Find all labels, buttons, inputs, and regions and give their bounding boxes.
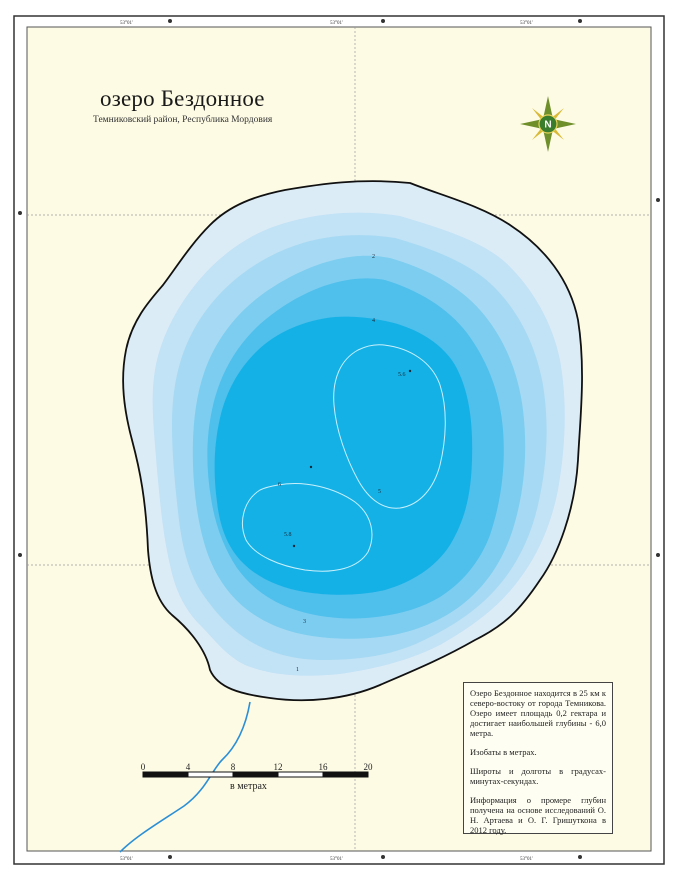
compass-rose-icon: N: [520, 96, 576, 152]
svg-text:53°01': 53°01': [330, 21, 343, 26]
svg-text:53°01': 53°01': [330, 857, 343, 862]
info-paragraph: Информация о промере глубин получена на …: [470, 795, 606, 835]
svg-text:53°01': 53°01': [120, 857, 133, 862]
scale-bar: 0 4 8 12 16 20: [141, 762, 374, 778]
depth-labels: 1 2 3 4 5 6 5.6 5.8: [278, 254, 406, 673]
info-box: Озеро Бездонное находится в 25 км к севе…: [463, 682, 613, 835]
depth-label: 5.6: [398, 372, 406, 378]
map-title: озеро Бездонное: [100, 86, 265, 111]
scale-tick-label: 4: [186, 762, 191, 772]
info-paragraph: Широты и долготы в градусах-минутах-секу…: [470, 766, 606, 786]
info-paragraph: Изобаты в метрах.: [470, 747, 537, 757]
depth-label: 5.8: [284, 532, 292, 538]
scale-tick-label: 16: [319, 762, 329, 772]
scale-tick-label: 12: [274, 762, 283, 772]
depth-label: 6: [278, 482, 281, 488]
depth-label: 4: [372, 318, 375, 324]
depth-label: 1: [296, 667, 299, 673]
svg-text:53°01': 53°01': [520, 21, 533, 26]
scale-tick-label: 0: [141, 762, 146, 772]
depth-label: 2: [372, 254, 375, 260]
info-paragraph: Озеро Бездонное находится в 25 км к севе…: [470, 688, 606, 738]
river: [119, 701, 251, 853]
compass-label: N: [544, 120, 551, 131]
scale-unit-label: в метрах: [230, 781, 267, 792]
scale-tick-label: 20: [364, 762, 374, 772]
svg-text:53°01': 53°01': [120, 21, 133, 26]
coordinate-ticks: 53°01' 53°01' 53°01' 53°01' 53°01' 53°01…: [18, 19, 660, 862]
isobath-6-north: [333, 344, 446, 509]
lake-depth-zones: [122, 180, 583, 702]
depth-label: 3: [303, 619, 306, 625]
isobath-6-south: [242, 483, 373, 572]
svg-text:53°01': 53°01': [520, 857, 533, 862]
map-subtitle: Темниковский район, Республика Мордовия: [93, 115, 273, 125]
depth-markers: [292, 369, 412, 548]
depth-label: 5: [378, 489, 381, 495]
depth-zone-5: [214, 316, 473, 595]
scale-tick-label: 8: [231, 762, 236, 772]
